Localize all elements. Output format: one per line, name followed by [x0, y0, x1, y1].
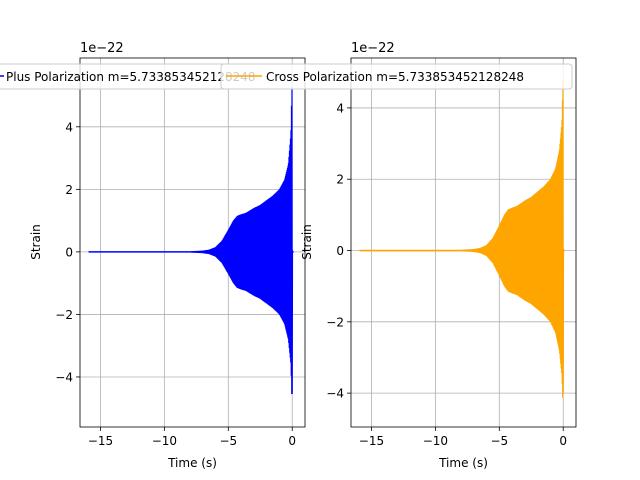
cross-y-tick-label: 4 — [336, 101, 344, 115]
cross-x-axis-label: Time (s) — [438, 456, 488, 470]
cross-y-axis-label: Strain — [300, 224, 314, 260]
cross-legend-box — [220, 63, 573, 90]
cross-y-tick-label: 0 — [336, 244, 344, 258]
plus-waveform-line — [88, 81, 294, 395]
cross-y-tick-label: −4 — [326, 387, 344, 401]
plus-legend: Plus Polarization m=5.733853452128248 — [0, 63, 293, 90]
cross-axes-frame — [350, 57, 577, 428]
cross-data — [359, 80, 565, 398]
plus-y-axis-label: Strain — [29, 224, 43, 260]
cross-waveform-line — [359, 80, 565, 398]
plus-x-tick-label: −5 — [219, 434, 237, 448]
plus-offset-label: 1e−22 — [80, 41, 124, 56]
cross-offset-label: 1e−22 — [351, 41, 395, 56]
cross-x-tick-label: −5 — [490, 434, 508, 448]
plus-x-axis-label: Time (s) — [167, 456, 217, 470]
plus-y-tick-label: 0 — [65, 245, 73, 259]
plus-ticks: −15 −10 −5 0 −4 −2 0 2 4 — [55, 120, 296, 448]
cross-x-tick-label: −15 — [359, 434, 384, 448]
cross-y-tick-label: 2 — [336, 173, 344, 187]
plus-x-tick-label: 0 — [288, 434, 296, 448]
plus-x-tick-label: −10 — [152, 434, 177, 448]
cross-ticks: −15 −10 −5 0 −4 −2 0 2 4 — [326, 101, 567, 448]
plus-y-tick-label: 2 — [65, 183, 73, 197]
plus-x-tick-label: −15 — [88, 434, 113, 448]
cross-x-tick-label: −10 — [423, 434, 448, 448]
cross-legend-label: Cross Polarization m=5.733853452128248 — [266, 70, 524, 84]
plus-polarization-panel: −15 −10 −5 0 −4 −2 0 2 4 1e−22 Time (s) Strain — [29, 41, 306, 470]
plus-legend-label: Plus Polarization m=5.733853452128248 — [6, 70, 256, 84]
plus-data — [88, 81, 294, 395]
plus-y-tick-label: 4 — [65, 120, 73, 134]
cross-legend: Cross Polarization m=5.733853452128248 — [220, 63, 573, 90]
cross-y-tick-label: −2 — [326, 315, 344, 329]
plus-axes-frame — [79, 57, 306, 428]
cross-polarization-panel: −15 −10 −5 0 −4 −2 0 2 4 1e−22 Time (s) Strain — [300, 41, 577, 470]
plus-y-tick-label: −2 — [55, 308, 73, 322]
cross-x-tick-label: 0 — [559, 434, 567, 448]
plus-y-tick-label: −4 — [55, 370, 73, 384]
